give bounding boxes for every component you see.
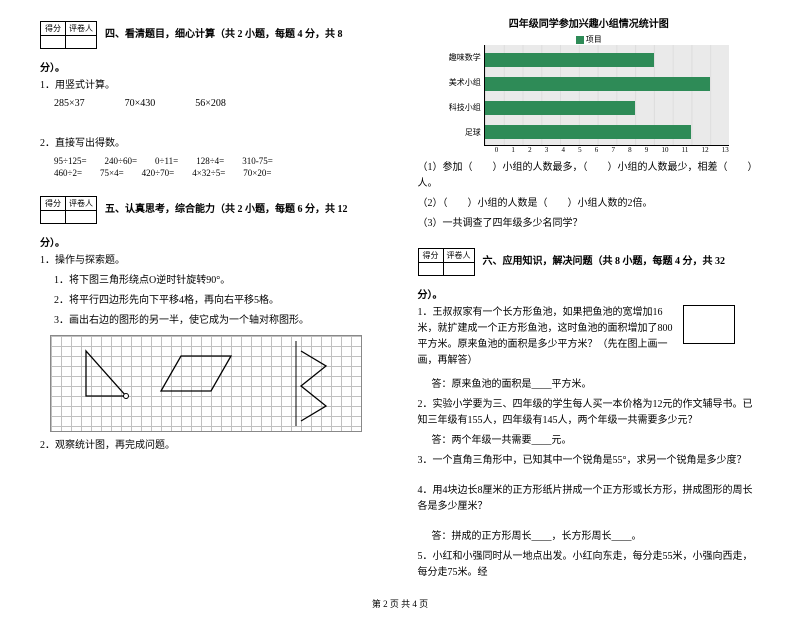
q4-2-row2: 460÷2= 75×4= 420÷70= 4×32÷5= 70×20= — [54, 168, 383, 178]
expr: 56×208 — [195, 98, 226, 109]
x-axis-ticks: 012345678910111213 — [495, 146, 729, 154]
chart-q1: （1）参加（ ）小组的人数最多，（ ）小组的人数最少，相差（ ）人。 — [418, 160, 761, 192]
score-box: 得分评卷人 — [40, 21, 97, 49]
bar — [485, 77, 710, 91]
legend-label: 项目 — [586, 35, 602, 44]
section-5-title: 五、认真思考，综合能力（共 2 小题，每题 6 分，共 12 — [105, 196, 348, 215]
a6-2: 答：两个年级一共需要____元。 — [432, 433, 761, 449]
expr: 70×430 — [125, 98, 156, 109]
q6-4: 4．用4块边长8厘米的正方形纸片拼成一个正方形或长方形，拼成图形的周长各是多少厘… — [418, 483, 761, 515]
q6-2: 2．实验小学要为三、四年级的学生每人买一本价格为12元的作文辅导书。已知三年级有… — [418, 397, 761, 429]
q4-2: 2．直接写出得数。 — [40, 136, 383, 152]
q4-1: 1．用竖式计算。 — [40, 78, 383, 94]
q6-3: 3．一个直角三角形中，已知其中一个锐角是55°，求另一个锐角是多少度？ — [418, 453, 761, 469]
q4-2-row1: 95÷125= 240÷60= 0÷11= 128÷4= 310-75= — [54, 156, 383, 166]
expr: 460÷2= — [54, 168, 82, 178]
expr: 310-75= — [242, 156, 273, 166]
expr: 128÷4= — [196, 156, 224, 166]
score-label: 得分 — [41, 22, 66, 36]
q6-1: 1．王叔叔家有一个长方形鱼池，如果把鱼池的宽增加16米，就扩建成一个正方形鱼池，… — [418, 305, 761, 369]
q5-1-2: 2．将平行四边形先向下平移4格，再向右平移5格。 — [54, 293, 383, 309]
q5-2: 2．观察统计图，再完成问题。 — [40, 438, 383, 454]
q5-1: 1．操作与探索题。 — [40, 253, 383, 269]
q5-1-1: 1．将下图三角形绕点O逆时针旋转90°。 — [54, 273, 383, 289]
chart-q2: （2）（ ）小组的人数是（ ）小组人数的2倍。 — [418, 196, 761, 212]
grid-shapes — [51, 336, 361, 431]
q4-1-items: 285×37 70×430 56×208 — [54, 98, 383, 109]
score-box: 得分评卷人 — [418, 248, 475, 276]
bar-area — [484, 45, 729, 146]
section-5-head: 得分评卷人 五、认真思考，综合能力（共 2 小题，每题 6 分，共 12 — [40, 196, 383, 224]
section-4-head: 得分评卷人 四、看清题目，细心计算（共 2 小题，每题 4 分，共 8 — [40, 21, 383, 49]
expr: 420÷70= — [142, 168, 175, 178]
expr: 95÷125= — [54, 156, 87, 166]
left-column: 得分评卷人 四、看清题目，细心计算（共 2 小题，每题 4 分，共 8 分）。 … — [40, 15, 383, 585]
score-box: 得分评卷人 — [40, 196, 97, 224]
a6-4: 答：拼成的正方形周长____，长方形周长____。 — [432, 529, 761, 545]
section-6-title: 六、应用知识，解决问题（共 8 小题，每题 4 分，共 32 — [483, 248, 726, 267]
geometry-grid — [50, 335, 362, 432]
q5-1-3: 3．画出右边的图形的另一半，使它成为一个轴对称图形。 — [54, 313, 383, 329]
legend-swatch — [576, 36, 584, 44]
y-axis-labels: 趣味数学美术小组科技小组足球 — [449, 45, 484, 145]
section-4-tail: 分）。 — [40, 59, 383, 74]
bar-chart: 项目 趣味数学美术小组科技小组足球 012345678910111213 — [449, 34, 729, 154]
bar — [485, 125, 691, 139]
bar — [485, 101, 635, 115]
right-column: 四年级同学参加兴趣小组情况统计图 项目 趣味数学美术小组科技小组足球 01234… — [418, 15, 761, 585]
a6-1: 答：原来鱼池的面积是____平方米。 — [432, 377, 761, 393]
expr: 0÷11= — [155, 156, 178, 166]
pond-diagram — [683, 305, 735, 344]
section-6-head: 得分评卷人 六、应用知识，解决问题（共 8 小题，每题 4 分，共 32 — [418, 248, 761, 276]
expr: 240÷60= — [105, 156, 138, 166]
bar — [485, 53, 654, 67]
chart-title: 四年级同学参加兴趣小组情况统计图 — [418, 15, 761, 30]
expr: 4×32÷5= — [192, 168, 225, 178]
chart-legend: 项目 — [449, 34, 729, 45]
q6-5: 5．小红和小强同时从一地点出发。小红向东走，每分走55米，小强向西走，每分走75… — [418, 549, 761, 581]
expr: 70×20= — [243, 168, 271, 178]
section-6-tail: 分）。 — [418, 286, 761, 301]
section-5-tail: 分）。 — [40, 234, 383, 249]
chart-q3: （3）一共调查了四年级多少名同学？ — [418, 216, 761, 232]
reviewer-label: 评卷人 — [66, 22, 97, 36]
expr: 75×4= — [100, 168, 124, 178]
page-footer: 第 2 页 共 4 页 — [40, 597, 760, 610]
expr: 285×37 — [54, 98, 85, 109]
section-4-title: 四、看清题目，细心计算（共 2 小题，每题 4 分，共 8 — [105, 21, 343, 40]
q6-1-text: 1．王叔叔家有一个长方形鱼池，如果把鱼池的宽增加16米，就扩建成一个正方形鱼池，… — [418, 307, 673, 366]
